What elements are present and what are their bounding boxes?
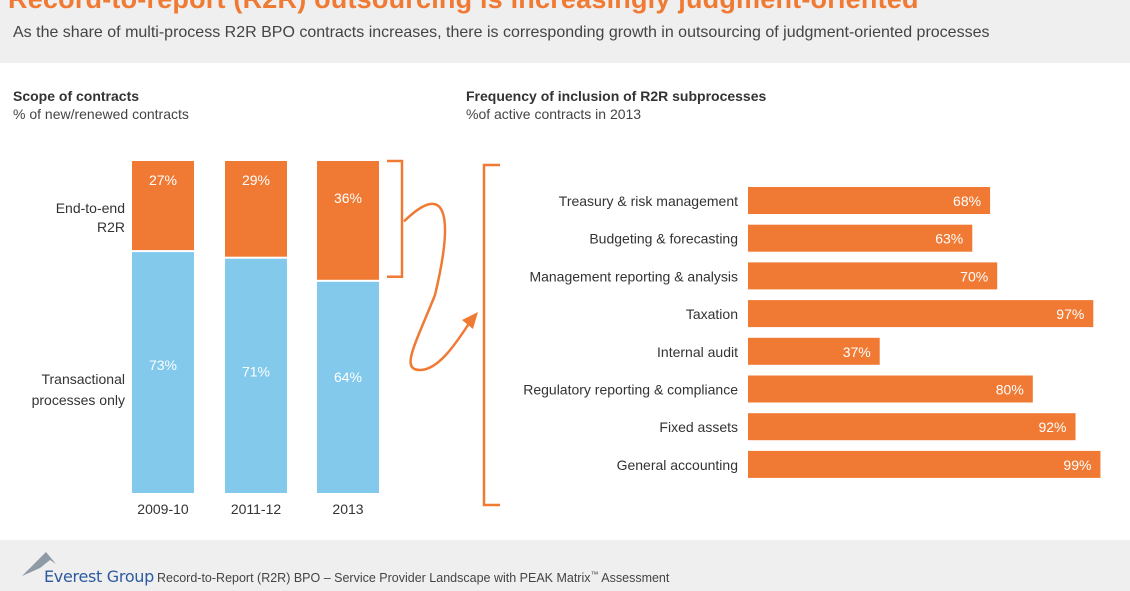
series-label-end-to-end-line-1: End-to-end	[56, 200, 125, 216]
value-label-treasury-risk-management: 68%	[953, 193, 981, 209]
left-panel-subheading: % of new/renewed contracts	[13, 106, 189, 122]
footer-text-end: Assessment	[598, 571, 670, 586]
value-label-general-accounting: 99%	[1063, 457, 1091, 473]
hbar-management-reporting-analysis	[748, 262, 998, 290]
x-tick-label-2013: 2013	[332, 501, 363, 517]
hbar-taxation	[748, 300, 1094, 328]
value-label-budgeting-forecasting: 63%	[935, 231, 963, 247]
data-label-end-to-end-2013: 36%	[334, 190, 362, 206]
series-label-transactional-line-1: Transactional	[41, 371, 125, 387]
category-label-fixed-assets: Fixed assets	[659, 419, 738, 435]
category-label-management-reporting-analysis: Management reporting & analysis	[529, 268, 738, 284]
bar-end-to-end-2011-12	[225, 161, 287, 257]
hbar-general-accounting	[748, 450, 1101, 478]
header-band: Record-to-report (R2R) outsourcing is in…	[0, 0, 1130, 63]
x-tick-label-2009-10: 2009-10	[137, 501, 189, 517]
data-label-transactional-2009-10: 73%	[149, 357, 177, 373]
footer-text-main: Record-to-Report (R2R) BPO – Service Pro…	[157, 571, 591, 586]
category-label-general-accounting: General accounting	[617, 457, 738, 473]
value-label-internal-audit: 37%	[843, 344, 871, 360]
hbar-treasury-risk-management	[748, 187, 991, 214]
connector-arrow	[403, 202, 472, 372]
hbar-internal-audit	[748, 337, 880, 365]
x-tick-label-2011-12: 2011-12	[231, 501, 282, 517]
category-label-internal-audit: Internal audit	[657, 344, 738, 360]
hbar-fixed-assets	[748, 413, 1076, 441]
right-panel-subheading: %of active contracts in 2013	[466, 106, 642, 122]
bracket-2013-end-to-end	[387, 159, 404, 279]
bar-end-to-end-2009-10	[132, 161, 194, 251]
series-label-transactional-line-2: processes only	[32, 392, 125, 408]
connector-annotation	[387, 159, 500, 507]
footer-trademark: ™	[590, 570, 599, 579]
data-label-end-to-end-2009-10: 27%	[149, 172, 177, 188]
value-label-management-reporting-analysis: 70%	[960, 268, 988, 284]
everest-logo-icon	[22, 552, 56, 576]
data-label-transactional-2013: 64%	[334, 369, 362, 385]
chart-canvas: 73% 27% 2009-10 71% 29% 2011-12 64% 36% 2013 End-…	[32, 159, 1101, 517]
bracket-subprocesses	[482, 163, 500, 507]
right-panel-heading: Frequency of inclusion of R2R subprocess…	[466, 88, 767, 104]
category-label-regulatory-reporting-compliance: Regulatory reporting & compliance	[523, 382, 738, 398]
category-label-budgeting-forecasting: Budgeting & forecasting	[589, 231, 738, 247]
hbar-regulatory-reporting-compliance	[748, 375, 1033, 403]
page-title: Record-to-report (R2R) outsourcing is in…	[8, 0, 919, 15]
data-label-transactional-2011-12: 71%	[242, 364, 270, 380]
arrowhead-icon	[462, 312, 478, 329]
category-label-taxation: Taxation	[686, 306, 738, 322]
bar-end-to-end-2013	[317, 161, 379, 280]
footer-text: Record-to-Report (R2R) BPO – Service Pro…	[157, 570, 669, 585]
stacked-bar-chart: 73% 27% 2009-10 71% 29% 2011-12 64% 36% 2013 End-…	[32, 161, 379, 517]
bar-transactional-2009-10	[132, 252, 194, 493]
footer-band: Everest Group Record-to-Report (R2R) BPO…	[0, 540, 1130, 591]
page-subtitle: As the share of multi-process R2R BPO co…	[13, 24, 990, 41]
hbar-budgeting-forecasting	[748, 224, 973, 252]
value-label-taxation: 97%	[1056, 306, 1084, 322]
data-label-end-to-end-2011-12: 29%	[242, 172, 270, 188]
footer-brand: Everest Group	[44, 567, 154, 586]
series-label-end-to-end-line-2: R2R	[97, 219, 125, 235]
bar-transactional-2011-12	[225, 258, 287, 493]
left-panel-heading: Scope of contracts	[13, 88, 140, 104]
bar-transactional-2013	[317, 281, 379, 493]
value-label-regulatory-reporting-compliance: 80%	[996, 382, 1024, 398]
category-label-treasury-risk-management: Treasury & risk management	[559, 193, 738, 209]
horizontal-bar-chart: Treasury & risk management 68% Budgeting &…	[523, 187, 1101, 478]
value-label-fixed-assets: 92%	[1038, 419, 1066, 435]
